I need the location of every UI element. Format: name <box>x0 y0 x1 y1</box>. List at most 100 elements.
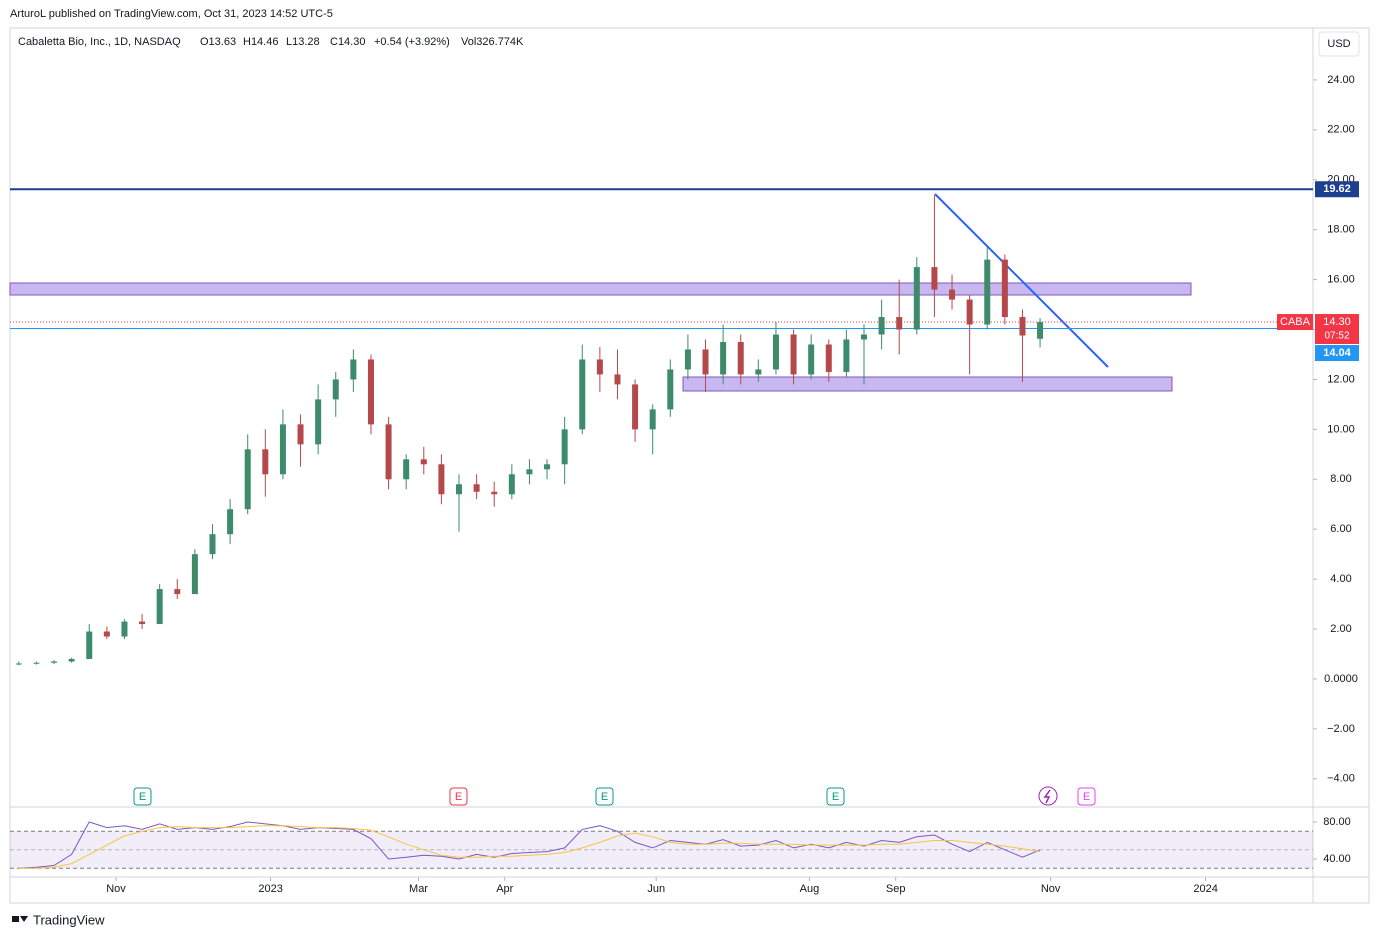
legend-high: H14.46 <box>243 36 278 48</box>
candle-body <box>279 424 286 475</box>
tag-bg <box>1315 181 1359 198</box>
trend-line <box>934 193 1109 368</box>
candle-body <box>68 658 75 662</box>
candle-body <box>209 534 216 555</box>
candle-body <box>227 509 234 535</box>
currency[interactable]: USD <box>1327 38 1350 50</box>
candle-body <box>121 621 128 637</box>
tag-bg <box>1315 345 1359 362</box>
earnings-icon[interactable] <box>595 787 614 806</box>
x-tick-label: 2023 <box>258 883 282 895</box>
y-tick-label: 10.00 <box>1327 423 1355 435</box>
earnings-label[interactable]: E <box>1083 791 1090 803</box>
candle-body <box>473 484 480 492</box>
candle-body <box>632 384 639 430</box>
candle-body <box>15 663 22 665</box>
candle-body <box>350 359 357 380</box>
y-tick-label: 2.00 <box>1330 623 1351 635</box>
prev-close-tag: 14.04 <box>1323 347 1351 359</box>
candle-body <box>262 449 269 475</box>
legend-open: O13.63 <box>200 36 236 48</box>
tag-bg <box>1277 314 1313 331</box>
candle-body <box>966 299 973 325</box>
candle-body <box>156 589 163 625</box>
earnings-label[interactable]: E <box>832 791 839 803</box>
candle-body <box>896 317 903 330</box>
y-tick-label: 6.00 <box>1330 523 1351 535</box>
frame <box>9 27 1370 904</box>
candle-body <box>825 344 832 372</box>
x-tick-label: Aug <box>800 883 820 895</box>
candle-body <box>1037 322 1044 339</box>
earnings-label[interactable]: E <box>601 791 608 803</box>
rsi-line <box>18 825 1041 869</box>
candle-body <box>438 464 445 495</box>
countdown: 07:52 <box>1324 331 1349 342</box>
candle-body <box>491 491 498 495</box>
candle-body <box>526 469 533 475</box>
rsi-tick-label: 40.00 <box>1323 853 1351 865</box>
y-tick-label: 18.00 <box>1327 224 1355 236</box>
legend-change: +0.54 (+3.92%) <box>374 36 450 48</box>
earnings-icon[interactable] <box>449 787 468 806</box>
supply-zone <box>9 282 1192 296</box>
demand-zone <box>682 376 1173 392</box>
legend-symbol: Cabaletta Bio, Inc., 1D, NASDAQ <box>18 36 181 48</box>
candle-body <box>1001 259 1008 318</box>
rsi-line <box>18 821 1041 869</box>
earnings-label[interactable]: E <box>455 791 462 803</box>
earnings-label[interactable]: E <box>139 791 146 803</box>
candle-body <box>984 259 991 325</box>
candle-body <box>403 459 410 480</box>
dividend-icon[interactable] <box>1038 786 1058 806</box>
candle-body <box>174 589 181 595</box>
candle-body <box>737 341 744 375</box>
resistance-tag: 19.62 <box>1323 183 1351 195</box>
candle-body <box>614 374 621 385</box>
x-tick-label: 2024 <box>1193 883 1217 895</box>
logo <box>12 916 28 922</box>
candle-body <box>51 661 58 663</box>
candle-body <box>667 369 674 410</box>
candle-body <box>544 464 551 470</box>
candle-body <box>808 344 815 375</box>
candle-body <box>244 449 251 510</box>
candle-body <box>139 621 146 625</box>
candle-body <box>931 267 938 290</box>
x-tick-label: Apr <box>496 883 513 895</box>
candle-body <box>86 631 93 659</box>
x-tick-label: Mar <box>409 883 428 895</box>
y-tick-label: 4.00 <box>1330 573 1351 585</box>
x-tick-label: Jun <box>647 883 665 895</box>
candle-body <box>684 349 691 370</box>
candle-body <box>508 474 515 495</box>
candle-body <box>843 339 850 372</box>
y-tick-label: 12.00 <box>1327 373 1355 385</box>
candle-body <box>913 267 920 330</box>
y-tick-label: −2.00 <box>1327 723 1355 735</box>
lightning <box>1043 789 1051 804</box>
candle-body <box>1019 317 1026 336</box>
earnings-icon[interactable] <box>133 787 152 806</box>
rsi-tick-label: 80.00 <box>1323 816 1351 828</box>
y-tick-label: 22.00 <box>1327 124 1355 136</box>
candle-body <box>772 334 779 370</box>
y-tick-label: 8.00 <box>1330 473 1351 485</box>
candle-body <box>878 317 885 335</box>
candle-body <box>949 289 956 300</box>
earnings-icon[interactable] <box>826 787 845 806</box>
candle-body <box>33 662 40 664</box>
earnings-icon[interactable] <box>1077 787 1096 806</box>
symbol-tag: CABA <box>1280 316 1311 328</box>
currency-button[interactable] <box>1318 31 1360 57</box>
y-tick-label: −4.00 <box>1327 773 1355 785</box>
candle-body <box>596 359 603 375</box>
x-tick-label: Nov <box>1041 883 1061 895</box>
candle-body <box>702 349 709 375</box>
candle-body <box>720 341 727 375</box>
footer: TradingView <box>33 912 105 927</box>
y-tick-label: 24.00 <box>1327 74 1355 86</box>
candle-body <box>755 369 762 375</box>
